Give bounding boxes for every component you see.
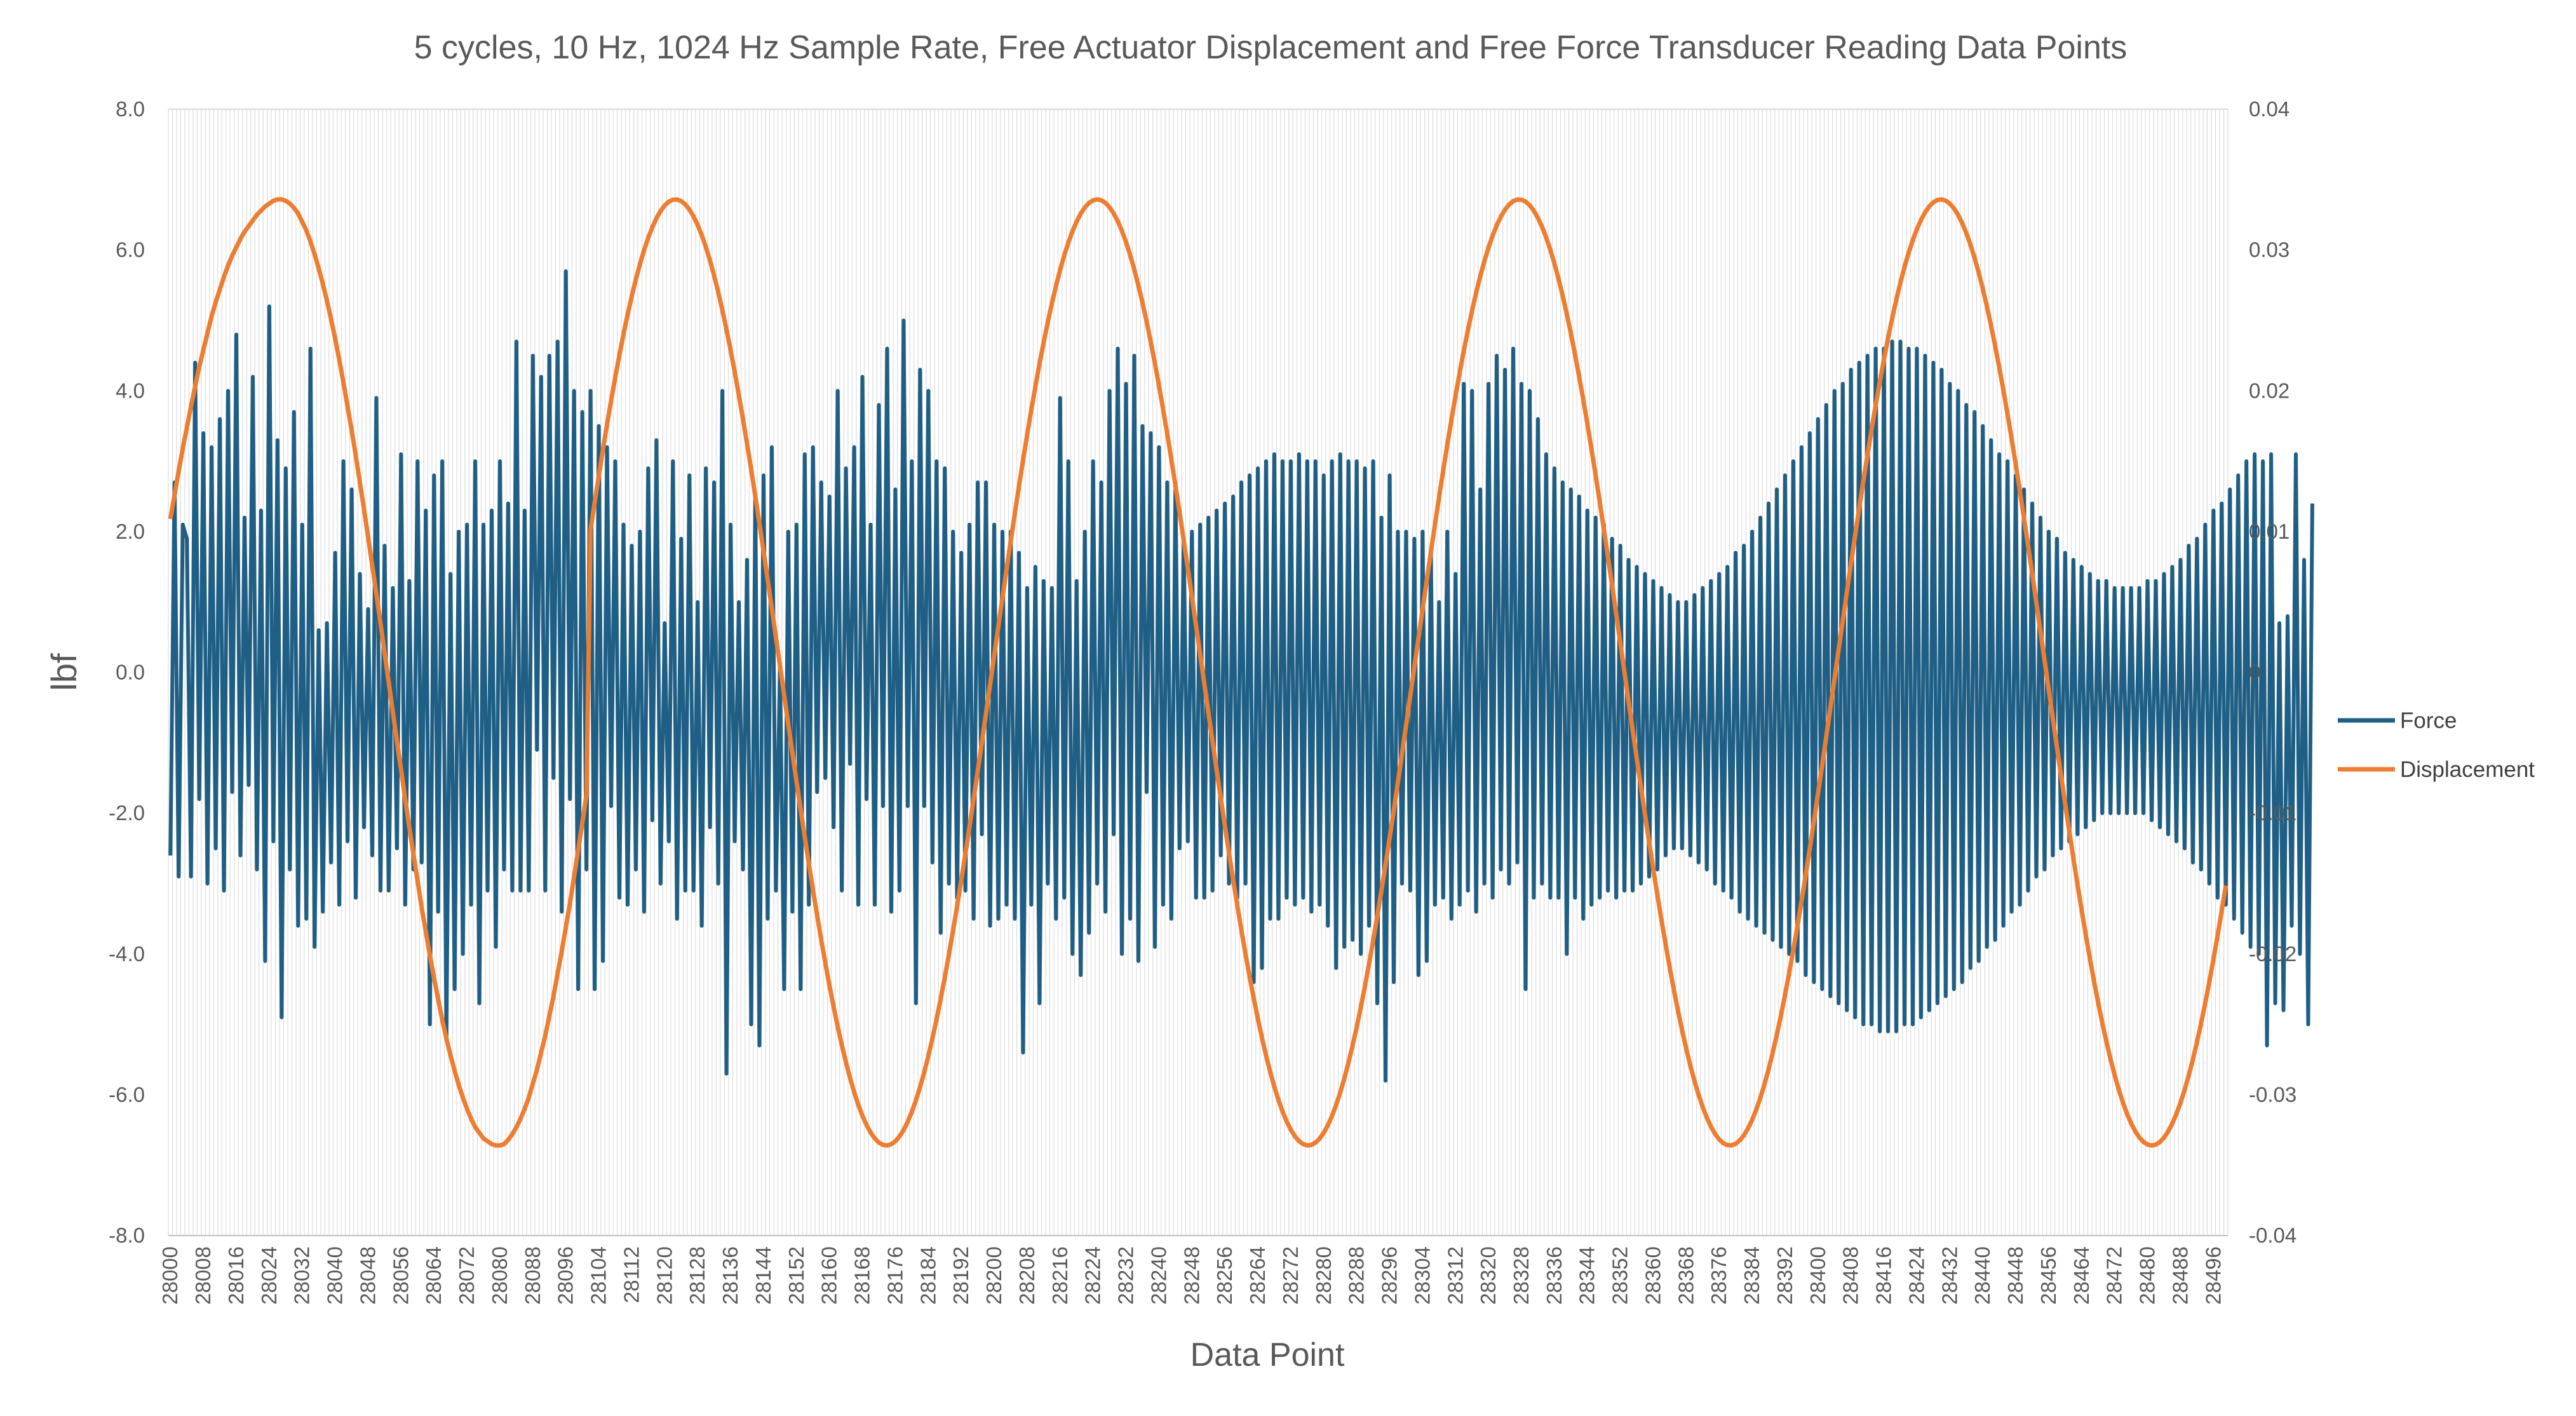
y-tick-label: 2.0 (116, 520, 145, 543)
x-tick-label: 28112 (620, 1246, 644, 1303)
x-tick-label: 28272 (1279, 1246, 1302, 1305)
x-tick-label: 28488 (2168, 1246, 2192, 1305)
chart-title: 5 cycles, 10 Hz, 1024 Hz Sample Rate, Fr… (414, 29, 2128, 66)
x-tick-label: 28256 (1213, 1246, 1236, 1305)
x-tick-label: 28432 (1938, 1246, 1961, 1305)
x-tick-label: 28240 (1147, 1246, 1170, 1305)
y2-tick-label: -0.01 (2249, 801, 2296, 825)
x-axis-title: Data Point (1190, 1337, 1345, 1373)
y-axis-title: lbf (44, 653, 84, 691)
x-tick-label: 28384 (1740, 1246, 1763, 1305)
x-tick-label: 28480 (2136, 1246, 2159, 1305)
x-tick-label: 28088 (521, 1246, 544, 1305)
y-tick-label: -8.0 (109, 1224, 145, 1247)
y2-tick-label: 0.04 (2249, 97, 2289, 121)
y-tick-label: 8.0 (116, 97, 145, 121)
x-tick-label: 28008 (191, 1246, 215, 1305)
y2-tick-label: 0.03 (2249, 238, 2289, 262)
x-tick-label: 28232 (1114, 1246, 1138, 1305)
x-tick-label: 28056 (389, 1246, 412, 1305)
y-tick-label: 4.0 (116, 379, 145, 402)
x-tick-label: 28496 (2201, 1246, 2225, 1305)
x-tick-label: 28152 (785, 1246, 808, 1305)
x-tick-label: 28136 (718, 1246, 742, 1305)
y-tick-label: -4.0 (109, 942, 145, 966)
legend-label-force: Force (2400, 708, 2457, 733)
x-tick-label: 28016 (224, 1246, 248, 1305)
y2-tick-label: -0.03 (2249, 1082, 2296, 1106)
x-tick-label: 28400 (1806, 1246, 1830, 1305)
x-tick-label: 28320 (1476, 1246, 1500, 1305)
x-tick-label: 28352 (1608, 1246, 1632, 1305)
x-tick-label: 28264 (1246, 1246, 1269, 1305)
x-tick-label: 28416 (1872, 1246, 1896, 1305)
x-tick-label: 28024 (257, 1246, 281, 1305)
x-tick-label: 28296 (1378, 1246, 1401, 1305)
x-tick-label: 28168 (851, 1246, 874, 1305)
x-tick-label: 28464 (2070, 1246, 2093, 1305)
x-tick-label: 28192 (949, 1246, 973, 1305)
x-tick-label: 28096 (554, 1246, 577, 1305)
x-tick-label: 28080 (488, 1246, 511, 1305)
y-axis-right: 0.04 0.03 0.02 0.01 0 -0.01 -0.02 -0.03 -0.04 (2249, 97, 2296, 1247)
series-force-line (168, 269, 2314, 1083)
y2-tick-label: 0 (2249, 661, 2260, 684)
y-tick-label: 6.0 (116, 238, 145, 262)
x-tick-label: 28360 (1642, 1246, 1665, 1305)
x-tick-label: 28032 (290, 1246, 314, 1305)
x-tick-label: 28064 (422, 1246, 445, 1305)
x-tick-label: 28160 (818, 1246, 841, 1305)
x-tick-label: 28280 (1312, 1246, 1335, 1305)
x-axis: 28000 28008 28016 28024 28032 28040 28048 28056… (158, 1246, 2225, 1305)
x-tick-label: 28120 (652, 1246, 676, 1305)
legend-label-displacement: Displacement (2400, 757, 2535, 782)
x-tick-label: 28424 (1905, 1246, 1929, 1305)
y-tick-label: -2.0 (109, 801, 145, 825)
x-tick-label: 28128 (685, 1246, 709, 1305)
y2-tick-label: 0.01 (2249, 520, 2289, 543)
x-tick-label: 28216 (1048, 1246, 1072, 1305)
y2-tick-label: 0.02 (2249, 379, 2289, 402)
x-tick-label: 28376 (1707, 1246, 1730, 1305)
x-tick-label: 28176 (883, 1246, 907, 1305)
plot-area (168, 197, 2314, 1148)
x-tick-label: 28048 (356, 1246, 380, 1305)
x-tick-label: 28336 (1542, 1246, 1566, 1305)
x-tick-label: 28000 (158, 1246, 182, 1305)
y-tick-label: 0.0 (116, 661, 145, 684)
x-tick-label: 28304 (1410, 1246, 1434, 1305)
x-tick-label: 28448 (2004, 1246, 2027, 1305)
x-tick-label: 28344 (1575, 1246, 1599, 1305)
x-tick-label: 28472 (2103, 1246, 2126, 1305)
y-axis-left: 8.0 6.0 4.0 2.0 0.0 -2.0 -4.0 -6.0 -8.0 (109, 97, 145, 1247)
y-tick-label: -6.0 (109, 1082, 145, 1106)
x-tick-label: 28408 (1839, 1246, 1863, 1305)
x-tick-label: 28072 (455, 1246, 478, 1305)
x-tick-label: 28040 (323, 1246, 347, 1305)
x-tick-label: 28288 (1345, 1246, 1368, 1305)
series-displacement-line (168, 197, 2229, 1148)
x-tick-label: 28184 (916, 1246, 940, 1305)
x-tick-label: 28224 (1081, 1246, 1105, 1305)
x-tick-label: 28328 (1509, 1246, 1533, 1305)
x-tick-label: 28104 (587, 1246, 610, 1305)
x-tick-label: 28208 (1015, 1246, 1039, 1305)
x-tick-label: 28456 (2037, 1246, 2060, 1305)
x-tick-label: 28392 (1773, 1246, 1797, 1305)
legend: Force Displacement (2338, 708, 2535, 782)
x-tick-label: 28144 (752, 1246, 775, 1305)
x-tick-label: 28248 (1180, 1246, 1203, 1305)
y2-tick-label: -0.02 (2249, 942, 2296, 966)
x-tick-label: 28368 (1674, 1246, 1697, 1305)
x-tick-label: 28440 (1971, 1246, 1994, 1305)
x-tick-label: 28200 (982, 1246, 1006, 1305)
y2-tick-label: -0.04 (2249, 1224, 2296, 1247)
x-tick-label: 28312 (1443, 1246, 1467, 1305)
